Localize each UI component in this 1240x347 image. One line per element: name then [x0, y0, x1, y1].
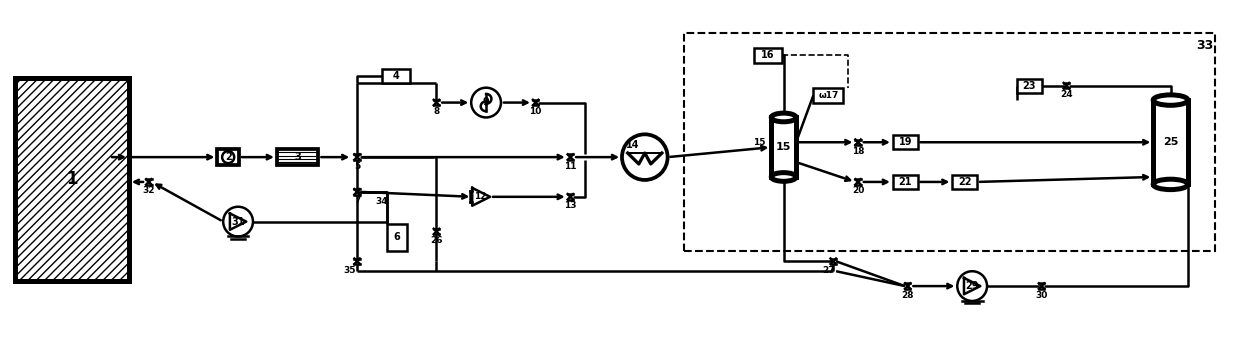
Text: 6: 6 [393, 232, 401, 243]
Text: 31: 31 [232, 217, 244, 227]
Bar [382, 69, 409, 83]
Bar [387, 223, 407, 251]
Text: 18: 18 [852, 147, 864, 156]
Text: 3: 3 [294, 152, 301, 162]
Text: 26: 26 [430, 236, 443, 245]
Circle shape [222, 151, 234, 163]
Bar [893, 135, 918, 149]
Bar [684, 33, 1215, 251]
Text: 29: 29 [966, 281, 978, 291]
Text: 11: 11 [564, 162, 577, 171]
Text: 32: 32 [143, 186, 155, 195]
Text: 27: 27 [822, 266, 835, 275]
Text: 24: 24 [1060, 90, 1073, 99]
Text: 13: 13 [564, 201, 577, 210]
Ellipse shape [771, 113, 796, 122]
Ellipse shape [771, 172, 796, 181]
Text: 8: 8 [433, 107, 440, 116]
Text: 16: 16 [761, 50, 775, 60]
Bar [813, 88, 843, 103]
Text: 20: 20 [852, 186, 864, 195]
Text: 30: 30 [1035, 290, 1048, 299]
Bar [754, 48, 781, 63]
Circle shape [471, 88, 501, 117]
Circle shape [957, 271, 987, 301]
Bar [15, 78, 129, 281]
Text: 22: 22 [959, 177, 971, 187]
Text: 33: 33 [1197, 39, 1214, 52]
Text: 19: 19 [899, 137, 911, 147]
Bar [277, 149, 319, 165]
Text: 12: 12 [474, 192, 486, 201]
Text: 15: 15 [753, 138, 765, 147]
Text: 5: 5 [353, 162, 361, 171]
Text: 23: 23 [1023, 81, 1035, 91]
Text: 14: 14 [625, 139, 639, 150]
Text: 2: 2 [224, 152, 232, 162]
Text: 25: 25 [1163, 137, 1178, 147]
Ellipse shape [1153, 179, 1188, 189]
Text: 10: 10 [529, 107, 542, 116]
Text: 35: 35 [343, 266, 356, 275]
Text: 9: 9 [482, 96, 490, 107]
Ellipse shape [1153, 95, 1188, 105]
Bar [1017, 79, 1042, 93]
Bar [771, 117, 796, 177]
Circle shape [622, 134, 667, 180]
Text: 7: 7 [353, 196, 361, 205]
Circle shape [223, 207, 253, 237]
Text: 34: 34 [376, 197, 388, 206]
Bar [893, 175, 918, 189]
Bar [15, 78, 129, 281]
Text: 28: 28 [901, 290, 914, 299]
Text: 1: 1 [66, 170, 78, 188]
Text: 15: 15 [776, 142, 791, 152]
Bar [217, 149, 239, 165]
Bar [952, 175, 977, 189]
Text: ω17: ω17 [818, 91, 838, 100]
Text: 4: 4 [392, 71, 399, 81]
Text: 21: 21 [899, 177, 911, 187]
Bar [1153, 100, 1188, 184]
